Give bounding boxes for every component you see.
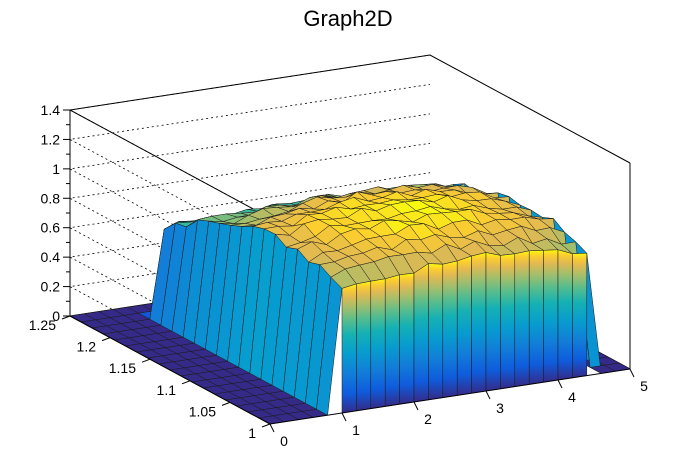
x-tick-label: 4 xyxy=(568,389,576,405)
surface-wall-strip xyxy=(399,272,415,405)
z-tick-label: 0.6 xyxy=(41,220,61,236)
z-gridline xyxy=(68,84,431,248)
x-tick xyxy=(341,412,347,422)
surface-wall-strip xyxy=(471,252,487,394)
axis-ticks: 01234511.051.11.151.21.2500.20.40.60.811… xyxy=(29,102,648,449)
frame-top-edge xyxy=(68,54,631,219)
surface-wall-strip xyxy=(356,280,372,412)
surface-wall-strip xyxy=(485,252,501,392)
surface-wall-strip xyxy=(557,249,573,381)
y-tick xyxy=(181,380,191,385)
surface-wall-strip xyxy=(428,263,444,401)
x-tick-label: 1 xyxy=(352,422,360,438)
surface-plot[interactable] xyxy=(69,183,631,425)
x-tick xyxy=(269,423,275,433)
x-tick-label: 3 xyxy=(496,400,504,416)
surface-wall-strip xyxy=(413,263,429,403)
surface-wall-strip xyxy=(528,250,544,385)
z-tick-label: 1 xyxy=(52,161,60,177)
z-tick-label: 0 xyxy=(52,308,60,324)
x-tick xyxy=(485,390,491,400)
surface-wall-strip xyxy=(442,260,458,398)
z-gridline xyxy=(68,54,431,219)
z-tick-label: 1.2 xyxy=(41,131,61,147)
x-tick-label: 5 xyxy=(640,378,648,394)
x-tick xyxy=(557,379,563,389)
x-tick-label: 0 xyxy=(280,433,288,449)
x-tick xyxy=(413,401,419,411)
z-tick-label: 0.2 xyxy=(41,279,61,295)
z-tick-label: 0.4 xyxy=(41,249,61,265)
chart-title: Graph2D xyxy=(303,6,392,31)
surface-wall-strip xyxy=(370,278,386,409)
y-tick xyxy=(261,423,271,428)
z-tick-label: 0.8 xyxy=(41,190,61,206)
surface-wall-strip xyxy=(514,250,530,387)
surface-wall-strip xyxy=(384,274,400,407)
z-tick-label: 1.4 xyxy=(41,102,61,118)
surface-wall-strip xyxy=(500,253,516,390)
y-tick-label: 1.2 xyxy=(77,339,97,355)
y-tick xyxy=(221,401,231,406)
surface-wall-strip xyxy=(543,249,559,383)
y-tick-label: 1.15 xyxy=(109,360,136,376)
y-tick-label: 1 xyxy=(248,425,256,441)
surface-wall-strip xyxy=(341,283,357,414)
y-tick-label: 1.05 xyxy=(189,403,216,419)
y-tick-label: 1.25 xyxy=(29,317,56,333)
y-tick xyxy=(101,337,111,342)
y-axis-line xyxy=(69,315,271,425)
y-tick xyxy=(141,358,151,363)
x-tick xyxy=(629,368,635,378)
x-tick-label: 2 xyxy=(424,411,432,427)
y-tick-label: 1.1 xyxy=(157,382,177,398)
surface-wall-strip xyxy=(572,252,588,379)
surface-wall-strip xyxy=(456,255,472,396)
x-axis-line xyxy=(269,368,631,425)
